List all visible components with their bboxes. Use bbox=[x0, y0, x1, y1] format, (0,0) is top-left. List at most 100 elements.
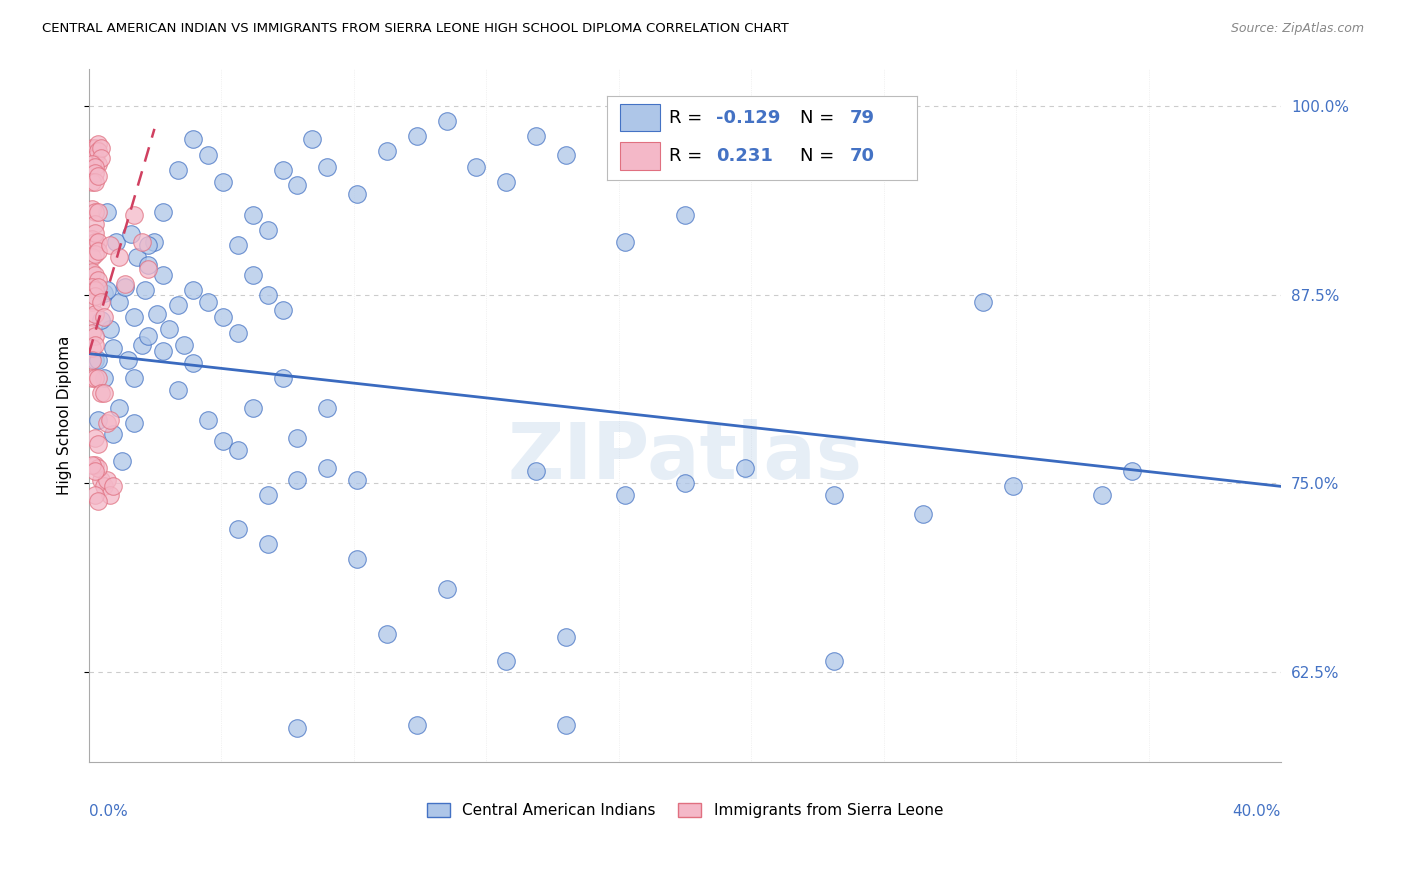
Point bbox=[152, 343, 174, 358]
Point bbox=[80, 326, 103, 340]
Point bbox=[80, 280, 103, 294]
Point bbox=[90, 385, 112, 400]
Point bbox=[101, 341, 124, 355]
Point bbox=[375, 627, 398, 641]
Point bbox=[96, 283, 118, 297]
Point bbox=[87, 494, 110, 508]
Point bbox=[375, 145, 398, 159]
Point bbox=[90, 151, 112, 165]
Point bbox=[122, 416, 145, 430]
Point bbox=[98, 238, 121, 252]
Point bbox=[87, 273, 110, 287]
Point bbox=[143, 235, 166, 249]
Point bbox=[316, 160, 339, 174]
Point bbox=[83, 283, 105, 297]
Point bbox=[87, 244, 110, 258]
Point bbox=[80, 156, 103, 170]
Point bbox=[138, 328, 160, 343]
Point bbox=[122, 310, 145, 325]
Point bbox=[287, 431, 309, 445]
Point bbox=[287, 178, 309, 192]
Point bbox=[83, 204, 105, 219]
Point bbox=[87, 169, 110, 183]
Point bbox=[83, 175, 105, 189]
Point bbox=[1001, 479, 1024, 493]
Point bbox=[301, 132, 323, 146]
Point bbox=[83, 268, 105, 283]
Point bbox=[405, 717, 427, 731]
Point bbox=[271, 162, 294, 177]
Point bbox=[134, 283, 156, 297]
Point bbox=[101, 426, 124, 441]
Text: CENTRAL AMERICAN INDIAN VS IMMIGRANTS FROM SIERRA LEONE HIGH SCHOOL DIPLOMA CORR: CENTRAL AMERICAN INDIAN VS IMMIGRANTS FR… bbox=[42, 22, 789, 36]
Point bbox=[80, 341, 103, 355]
Point bbox=[181, 132, 204, 146]
Point bbox=[346, 474, 368, 488]
Point bbox=[256, 537, 278, 551]
Point bbox=[157, 322, 180, 336]
Point bbox=[83, 141, 105, 155]
Point bbox=[554, 147, 576, 161]
Point bbox=[93, 310, 115, 325]
Point bbox=[152, 204, 174, 219]
Point bbox=[83, 371, 105, 385]
Point bbox=[287, 474, 309, 488]
Point bbox=[181, 356, 204, 370]
Point bbox=[80, 202, 103, 216]
Point bbox=[212, 434, 235, 449]
Point bbox=[316, 461, 339, 475]
Point bbox=[87, 352, 110, 367]
Point bbox=[436, 114, 458, 128]
Point bbox=[125, 250, 148, 264]
Point bbox=[122, 208, 145, 222]
Point bbox=[83, 160, 105, 174]
Point bbox=[495, 654, 517, 668]
Point bbox=[823, 654, 845, 668]
Point bbox=[90, 313, 112, 327]
Point bbox=[197, 295, 219, 310]
Point bbox=[524, 464, 547, 478]
Point bbox=[83, 307, 105, 321]
Text: ZIPatlas: ZIPatlas bbox=[508, 419, 862, 495]
Point bbox=[146, 307, 169, 321]
Point bbox=[823, 488, 845, 502]
Point bbox=[80, 310, 103, 325]
Point bbox=[167, 383, 190, 397]
Point bbox=[242, 208, 264, 222]
Point bbox=[83, 352, 105, 367]
Text: 40.0%: 40.0% bbox=[1233, 804, 1281, 819]
Point bbox=[80, 175, 103, 189]
Point bbox=[912, 507, 935, 521]
Point bbox=[98, 488, 121, 502]
Point bbox=[83, 337, 105, 351]
Point bbox=[226, 522, 249, 536]
Point bbox=[83, 247, 105, 261]
Point bbox=[138, 258, 160, 272]
Point bbox=[495, 175, 517, 189]
Point bbox=[87, 136, 110, 151]
Point bbox=[226, 238, 249, 252]
Point bbox=[256, 287, 278, 301]
Point bbox=[90, 141, 112, 155]
Point bbox=[83, 289, 105, 303]
Point bbox=[271, 371, 294, 385]
Point bbox=[212, 175, 235, 189]
Point bbox=[138, 262, 160, 277]
Point bbox=[90, 295, 112, 310]
Point bbox=[436, 582, 458, 596]
Point bbox=[673, 476, 696, 491]
Point bbox=[87, 145, 110, 159]
Point bbox=[122, 371, 145, 385]
Point bbox=[83, 235, 105, 249]
Point bbox=[554, 630, 576, 644]
Point bbox=[346, 551, 368, 566]
Point bbox=[673, 208, 696, 222]
Point bbox=[256, 223, 278, 237]
Point bbox=[107, 250, 129, 264]
Point bbox=[197, 147, 219, 161]
Point bbox=[152, 268, 174, 283]
Point bbox=[316, 401, 339, 415]
Point bbox=[101, 479, 124, 493]
Point bbox=[80, 265, 103, 279]
Point bbox=[96, 474, 118, 488]
